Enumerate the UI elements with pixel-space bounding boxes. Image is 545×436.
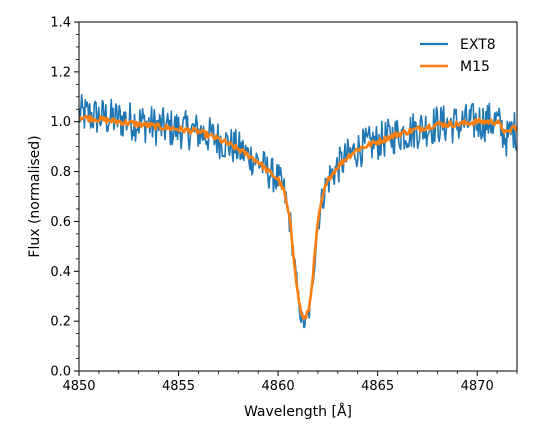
x-tick-label: 4850 [62,379,95,394]
legend-label-m15: M15 [460,59,490,75]
y-tick-label: 0.4 [50,265,71,280]
y-tick-label: 0.6 [50,215,71,230]
y-tick-label: 1.2 [50,65,71,80]
y-tick-label: 1.4 [50,16,71,31]
series-line-m15 [79,114,517,320]
y-tick-label: 0.2 [50,315,71,330]
x-axis-label: Wavelength [Å] [244,403,352,420]
x-tick-label: 4855 [162,379,195,394]
y-axis-label: Flux (normalised) [27,135,43,257]
ticks-layer: 4850 4855 4860 4865 4870 0.0 0.2 0.4 0.6 0.8 1.0 1.… [50,16,518,394]
x-tick-label: 4870 [461,379,494,394]
legend-label-ext8: EXT8 [460,37,496,53]
x-tick-label: 4865 [361,379,394,394]
series-layer [79,93,517,329]
y-tick-label: 0.0 [50,365,71,380]
y-tick-label: 1.0 [50,115,71,130]
legend: EXT8 M15 [420,37,496,75]
y-tick-label: 0.8 [50,165,71,180]
plot-frame [78,21,518,372]
x-tick-label: 4860 [262,379,295,394]
